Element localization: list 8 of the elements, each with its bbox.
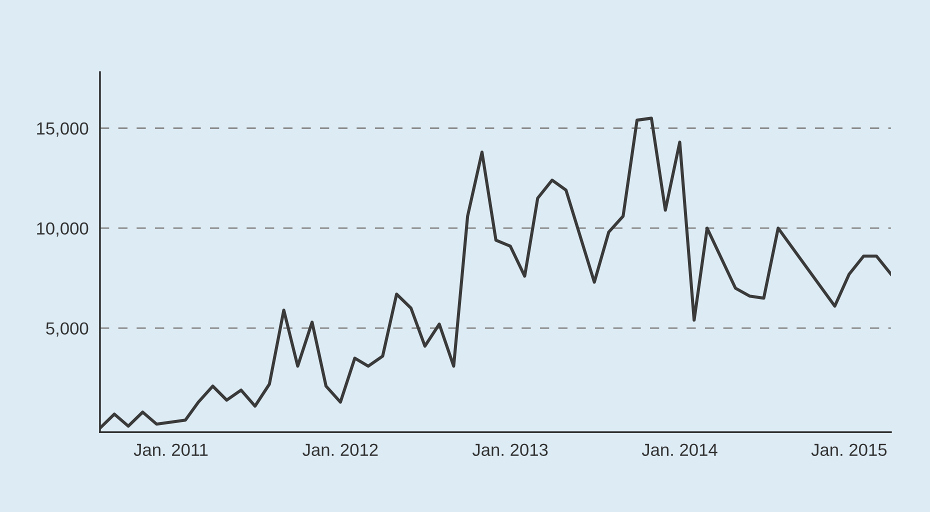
x-tick-label: Jan. 2014 — [642, 444, 718, 456]
x-tick-label: Jan. 2012 — [302, 444, 378, 456]
x-tick-label: Jan. 2015 — [811, 444, 887, 456]
x-tick-label: Jan. 2011 — [134, 444, 208, 456]
y-tick-label: 15,000 — [37, 122, 88, 137]
y-tick-label: 10,000 — [37, 222, 88, 237]
y-tick-label: 5,000 — [46, 322, 88, 337]
x-tick-label: Jan. 2013 — [472, 444, 548, 456]
